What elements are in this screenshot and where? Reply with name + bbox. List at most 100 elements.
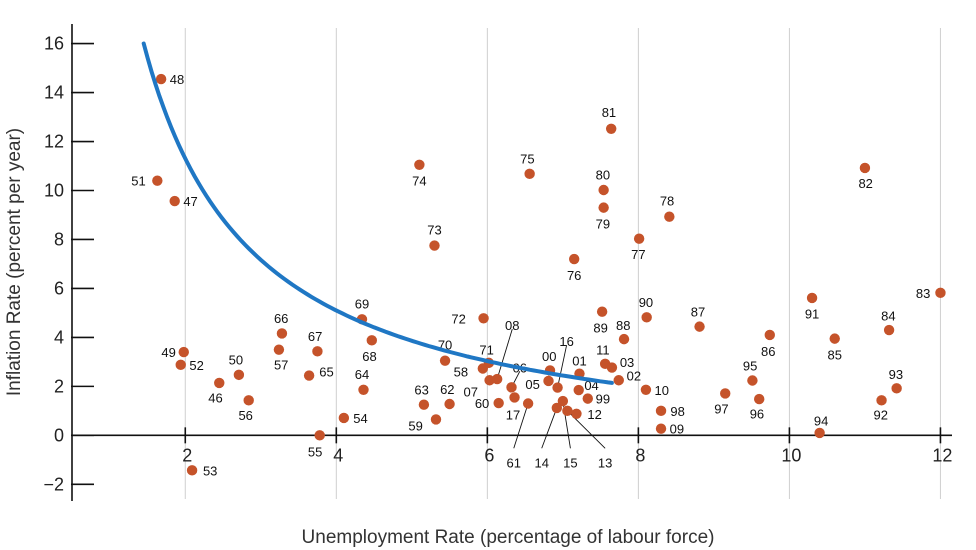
point-52	[175, 359, 186, 371]
point-07	[484, 375, 495, 386]
point-label-92: 92	[874, 408, 888, 423]
point-57	[273, 344, 285, 355]
point-93	[891, 383, 902, 394]
point-label-47: 47	[183, 194, 197, 209]
point-81	[605, 123, 617, 134]
point-61	[522, 398, 534, 409]
point-89	[596, 306, 608, 317]
y-tick-label: 0	[54, 425, 64, 445]
point-63	[418, 399, 430, 410]
point-98	[655, 405, 667, 417]
y-tick-label: 4	[54, 327, 64, 347]
point-label-84: 84	[881, 308, 895, 323]
point-59	[430, 414, 442, 425]
phillips-curve	[141, 41, 614, 385]
point-87	[694, 321, 705, 332]
x-tick-label: 4	[333, 445, 343, 465]
point-label-56: 56	[238, 408, 252, 423]
point-76	[568, 253, 580, 265]
axes	[71, 24, 952, 501]
x-tick-label: 2	[182, 445, 192, 465]
point-labels: 4851474952534650566657676555546968647473…	[131, 72, 930, 478]
point-label-61: 61	[507, 455, 521, 470]
y-axis-label: Inflation Rate (percent per year)	[4, 128, 25, 396]
y-tick-label: 2	[54, 376, 64, 396]
point-label-10: 10	[655, 383, 669, 398]
point-label-81: 81	[602, 105, 616, 120]
point-label-54: 54	[353, 411, 367, 426]
point-label-08: 08	[505, 318, 519, 333]
point-label-12: 12	[587, 407, 601, 422]
grid	[184, 28, 941, 499]
y-tick-label: 8	[54, 229, 64, 249]
point-label-72: 72	[451, 311, 465, 326]
point-06	[506, 382, 517, 393]
point-99	[582, 393, 593, 404]
point-12	[571, 408, 582, 419]
point-label-69: 69	[355, 297, 369, 312]
point-label-79: 79	[596, 217, 610, 232]
point-83	[935, 287, 946, 299]
point-54	[338, 412, 350, 424]
point-label-60: 60	[475, 396, 489, 411]
point-15	[557, 395, 569, 407]
point-14	[551, 402, 563, 414]
point-17	[509, 392, 520, 403]
point-label-01: 01	[572, 354, 586, 369]
point-label-99: 99	[596, 392, 610, 407]
point-label-15: 15	[563, 455, 577, 470]
point-13	[562, 405, 573, 417]
y-tick-label: 12	[44, 132, 64, 152]
point-67	[312, 346, 323, 357]
point-label-98: 98	[670, 404, 684, 419]
point-label-88: 88	[616, 318, 630, 333]
point-64	[358, 384, 369, 395]
point-79	[598, 202, 609, 213]
point-label-66: 66	[274, 311, 288, 326]
point-90	[641, 312, 652, 323]
point-75	[524, 168, 535, 180]
point-09	[655, 423, 667, 434]
point-label-86: 86	[761, 344, 775, 359]
point-label-75: 75	[520, 152, 534, 167]
point-77	[633, 233, 645, 244]
point-10	[640, 384, 652, 395]
point-label-02: 02	[627, 368, 641, 383]
point-label-83: 83	[916, 286, 930, 301]
x-tick-label: 6	[484, 445, 494, 465]
point-95	[747, 375, 758, 386]
point-label-46: 46	[208, 390, 222, 405]
x-axis-label: Unemployment Rate (percentage of labour …	[302, 527, 715, 548]
leader-61	[513, 403, 529, 449]
point-label-52: 52	[189, 358, 203, 373]
point-53	[186, 465, 198, 476]
x-tick-label: 10	[781, 445, 801, 465]
y-tick-label: −2	[43, 474, 64, 494]
point-88	[618, 333, 630, 345]
point-47	[169, 195, 180, 207]
point-label-49: 49	[161, 345, 175, 360]
point-70	[439, 355, 451, 366]
x-tick-label: 12	[932, 445, 952, 465]
point-label-89: 89	[593, 321, 607, 336]
point-label-09: 09	[670, 422, 684, 437]
leader-08	[496, 329, 513, 380]
point-05	[543, 375, 554, 387]
point-label-78: 78	[660, 193, 674, 208]
point-label-97: 97	[714, 401, 728, 416]
point-label-94: 94	[814, 414, 828, 429]
leader-14	[541, 407, 558, 449]
point-label-57: 57	[274, 357, 288, 372]
point-label-62: 62	[440, 382, 454, 397]
point-48	[155, 73, 167, 85]
point-84	[883, 324, 895, 336]
point-label-05: 05	[525, 377, 539, 392]
point-label-95: 95	[743, 359, 757, 374]
point-label-90: 90	[639, 295, 653, 310]
point-86	[764, 329, 775, 341]
point-label-76: 76	[567, 268, 581, 283]
point-label-11: 11	[596, 343, 610, 358]
point-label-14: 14	[534, 455, 548, 470]
point-label-00: 00	[542, 349, 556, 364]
